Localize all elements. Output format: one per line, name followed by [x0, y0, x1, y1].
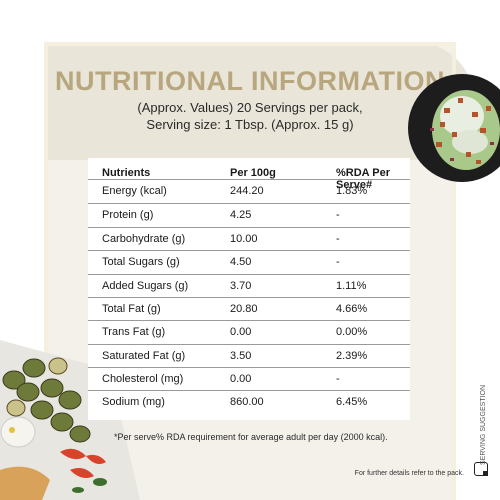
header-nutrients: Nutrients: [102, 167, 151, 179]
header-rda: %RDA Per Serve#: [336, 167, 390, 191]
per-100g-value: 3.70: [230, 280, 252, 292]
rda-value: -: [336, 209, 340, 221]
per-100g-value: 4.25: [230, 209, 252, 221]
header-per-100g: Per 100g: [230, 167, 276, 179]
table-row: Total Fat (g) 20.80 4.66%: [88, 297, 410, 321]
rda-footnote: *Per serve% RDA requirement for average …: [114, 432, 388, 442]
table-row: Added Sugars (g) 3.70 1.11%: [88, 274, 410, 298]
rda-value: -: [336, 373, 340, 385]
rda-value: 2.39%: [336, 350, 368, 362]
per-100g-value: 3.50: [230, 350, 252, 362]
serving-suggestion-label: SERVING SUGGESTION: [480, 385, 487, 465]
table-row: Sodium (mg) 860.00 6.45%: [88, 390, 410, 414]
rda-value: 4.66%: [336, 303, 368, 315]
table-row: Saturated Fat (g) 3.50 2.39%: [88, 344, 410, 368]
nutrient-name: Energy (kcal): [102, 185, 167, 197]
serving-size-info: Serving size: 1 Tbsp. (Approx. 15 g): [146, 117, 354, 132]
nutrient-name: Trans Fat (g): [102, 326, 166, 338]
page-title: NUTRITIONAL INFORMATION: [55, 66, 445, 96]
title-backdrop: [44, 42, 474, 160]
rda-value: 6.45%: [336, 396, 368, 408]
nutrition-table: [88, 158, 410, 420]
servings-info: (Approx. Values) 20 Servings per pack,: [137, 100, 363, 115]
rda-value: 1.11%: [336, 280, 367, 292]
scan-code-icon: [474, 462, 488, 476]
nutrient-name: Cholesterol (mg): [102, 373, 184, 385]
nutrient-name: Carbohydrate (g): [102, 233, 186, 245]
per-100g-value: 244.20: [230, 185, 264, 197]
table-row: Trans Fat (g) 0.00 0.00%: [88, 320, 410, 344]
rda-value: 1.83%: [336, 185, 368, 197]
nutrient-name: Total Sugars (g): [102, 256, 180, 268]
table-row: Cholesterol (mg) 0.00 -: [88, 367, 410, 391]
nutrient-name: Protein (g): [102, 209, 154, 221]
panel-border: [44, 42, 456, 500]
nutrient-name: Sodium (mg): [102, 396, 165, 408]
per-100g-value: 20.80: [230, 303, 258, 315]
rda-value: -: [336, 256, 340, 268]
table-row: Carbohydrate (g) 10.00 -: [88, 227, 410, 251]
pack-details-note: For further details refer to the pack.: [354, 470, 464, 477]
per-100g-value: 10.00: [230, 233, 258, 245]
rda-value: -: [336, 233, 340, 245]
table-header: Nutrients Per 100g %RDA Per Serve#: [88, 162, 410, 191]
table-row: Protein (g) 4.25 -: [88, 203, 410, 227]
per-100g-value: 860.00: [230, 396, 264, 408]
table-row: Total Sugars (g) 4.50 -: [88, 250, 410, 274]
nutrient-name: Total Fat (g): [102, 303, 161, 315]
table-row: Energy (kcal) 244.20 1.83%: [88, 179, 410, 203]
per-100g-value: 0.00: [230, 373, 252, 385]
nutrient-name: Added Sugars (g): [102, 280, 189, 292]
nutrient-name: Saturated Fat (g): [102, 350, 186, 362]
salad-plate-image: [408, 74, 500, 182]
per-100g-value: 4.50: [230, 256, 252, 268]
rda-value: 0.00%: [336, 326, 368, 338]
per-100g-value: 0.00: [230, 326, 252, 338]
